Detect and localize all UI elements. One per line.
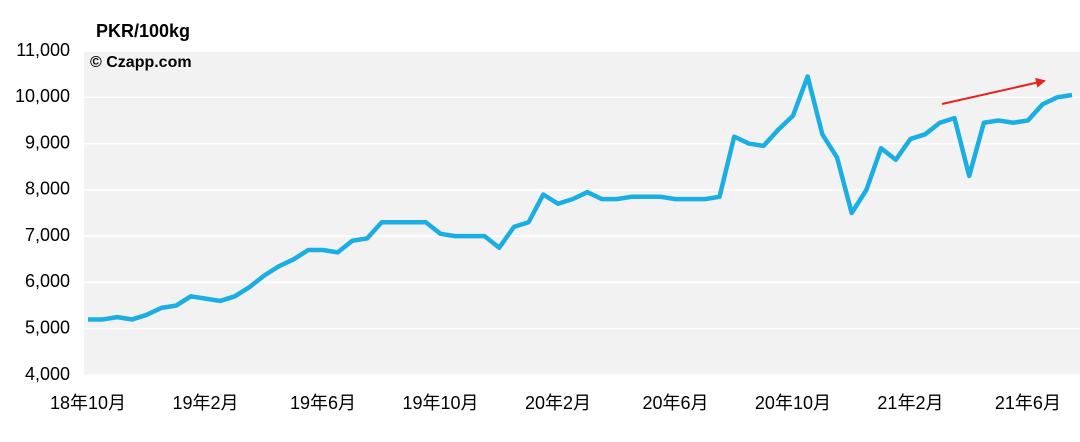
y-tick-label: 8,000 bbox=[25, 179, 70, 199]
plot-area bbox=[84, 51, 1080, 375]
y-axis-label: PKR/100kg bbox=[96, 21, 190, 41]
y-tick-label: 5,000 bbox=[25, 317, 70, 337]
y-tick-label: 4,000 bbox=[25, 364, 70, 384]
x-tick-label: 19年10月 bbox=[402, 393, 478, 413]
x-tick-label: 21年6月 bbox=[995, 393, 1061, 413]
y-tick-label: 9,000 bbox=[25, 132, 70, 152]
y-tick-label: 11,000 bbox=[16, 40, 70, 60]
x-tick-label: 20年10月 bbox=[755, 393, 831, 413]
x-tick-label: 18年10月 bbox=[50, 393, 126, 413]
y-tick-label: 10,000 bbox=[15, 86, 70, 106]
x-tick-label: 19年6月 bbox=[290, 393, 356, 413]
x-tick-label: 20年6月 bbox=[642, 393, 708, 413]
trend-arrow bbox=[941, 77, 1046, 105]
x-tick-label: 21年2月 bbox=[877, 393, 943, 413]
watermark: © Czapp.com bbox=[90, 54, 192, 71]
y-tick-label: 7,000 bbox=[25, 225, 70, 245]
price-line bbox=[88, 74, 1073, 322]
y-tick-label: 6,000 bbox=[25, 271, 70, 291]
x-tick-label: 19年2月 bbox=[172, 393, 238, 413]
x-tick-label: 20年2月 bbox=[525, 393, 591, 413]
